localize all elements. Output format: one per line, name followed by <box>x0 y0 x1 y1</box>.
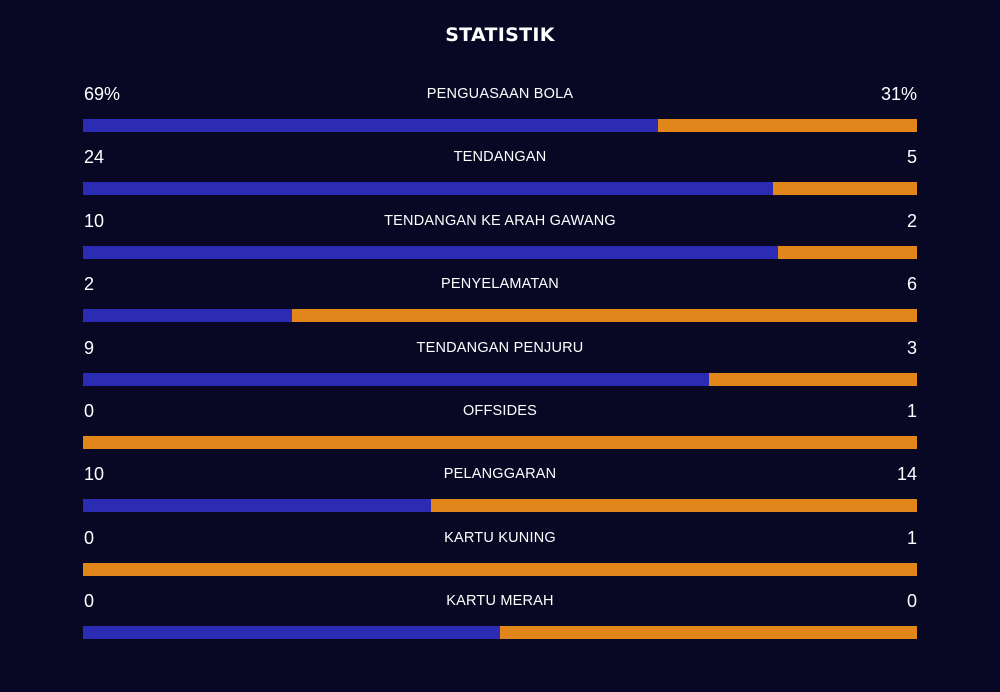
stat-row-penguasaan-bola: 69% PENGUASAAN BOLA 31% <box>83 80 917 143</box>
home-value: 69% <box>84 84 121 104</box>
stat-row-kartu-merah: 0 KARTU MERAH 0 <box>83 587 917 650</box>
stat-label: OFFSIDES <box>462 402 538 419</box>
stat-row-penyelamatan: 2 PENYELAMATAN 6 <box>83 270 917 333</box>
stat-label: TENDANGAN PENJURU <box>416 339 584 356</box>
away-bar-segment <box>708 372 917 386</box>
stat-bar <box>83 435 917 449</box>
away-value: 31% <box>880 84 917 104</box>
away-bar-segment <box>773 182 917 196</box>
home-value: 10 <box>84 210 105 231</box>
stat-label: TENDANGAN <box>453 149 547 166</box>
stat-row-tendangan-ke-arah-gawang: 10 TENDANGAN KE ARAH GAWANG 2 <box>83 207 917 270</box>
away-value: 2 <box>906 210 917 231</box>
stat-label: KARTU KUNING <box>444 529 556 546</box>
away-bar-segment <box>83 562 917 576</box>
home-value: 24 <box>84 147 105 168</box>
away-value: 1 <box>906 400 917 421</box>
home-value: 10 <box>84 464 105 485</box>
away-value: 6 <box>906 274 917 295</box>
away-bar-segment <box>291 309 917 323</box>
home-bar-segment <box>83 499 431 513</box>
home-value: 0 <box>84 591 95 612</box>
home-value: 2 <box>84 274 95 295</box>
stat-row-kartu-kuning: 0 KARTU KUNING 1 <box>83 524 917 587</box>
stat-row-pelanggaran: 10 PELANGGARAN 14 <box>83 460 917 523</box>
home-value: 9 <box>84 337 95 358</box>
stat-bar <box>83 119 917 132</box>
away-value: 14 <box>896 464 917 485</box>
home-bar-segment <box>83 372 709 386</box>
stat-bar <box>83 499 917 513</box>
home-value: 0 <box>84 527 95 548</box>
away-value: 3 <box>906 337 917 358</box>
away-value: 1 <box>906 527 917 548</box>
stat-row-tendangan-penjuru: 9 TENDANGAN PENJURU 3 <box>83 334 917 397</box>
stat-label: KARTU MERAH <box>446 593 554 610</box>
home-bar-segment <box>83 309 292 323</box>
stat-label: PELANGGARAN <box>443 466 557 483</box>
stat-row-offsides: 0 OFFSIDES 1 <box>83 397 917 460</box>
stat-row-tendangan: 24 TENDANGAN 5 <box>83 143 917 206</box>
away-value: 0 <box>906 591 917 612</box>
away-bar-segment <box>777 245 917 259</box>
stat-label: PENYELAMATAN <box>441 276 559 293</box>
home-value: 0 <box>84 400 95 421</box>
away-bar-segment <box>83 435 917 449</box>
stats-list: 69% PENGUASAAN BOLA 31% 24 TENDANGAN 5 1… <box>83 80 917 651</box>
stat-bar <box>83 562 917 576</box>
stat-bar <box>83 182 917 196</box>
home-bar-segment <box>83 119 659 132</box>
stats-title: STATISTIK <box>445 24 555 46</box>
home-bar-segment <box>83 182 774 196</box>
away-bar-segment <box>658 119 917 132</box>
away-value: 5 <box>906 147 917 168</box>
home-bar-segment <box>83 245 778 259</box>
stat-bar <box>83 626 917 640</box>
home-bar-segment <box>83 626 500 640</box>
stat-bar <box>83 372 917 386</box>
stat-label: TENDANGAN KE ARAH GAWANG <box>384 212 616 229</box>
stat-bar <box>83 245 917 259</box>
away-bar-segment <box>500 626 917 640</box>
away-bar-segment <box>430 499 917 513</box>
stat-bar <box>83 309 917 323</box>
stat-label: PENGUASAAN BOLA <box>426 86 574 102</box>
